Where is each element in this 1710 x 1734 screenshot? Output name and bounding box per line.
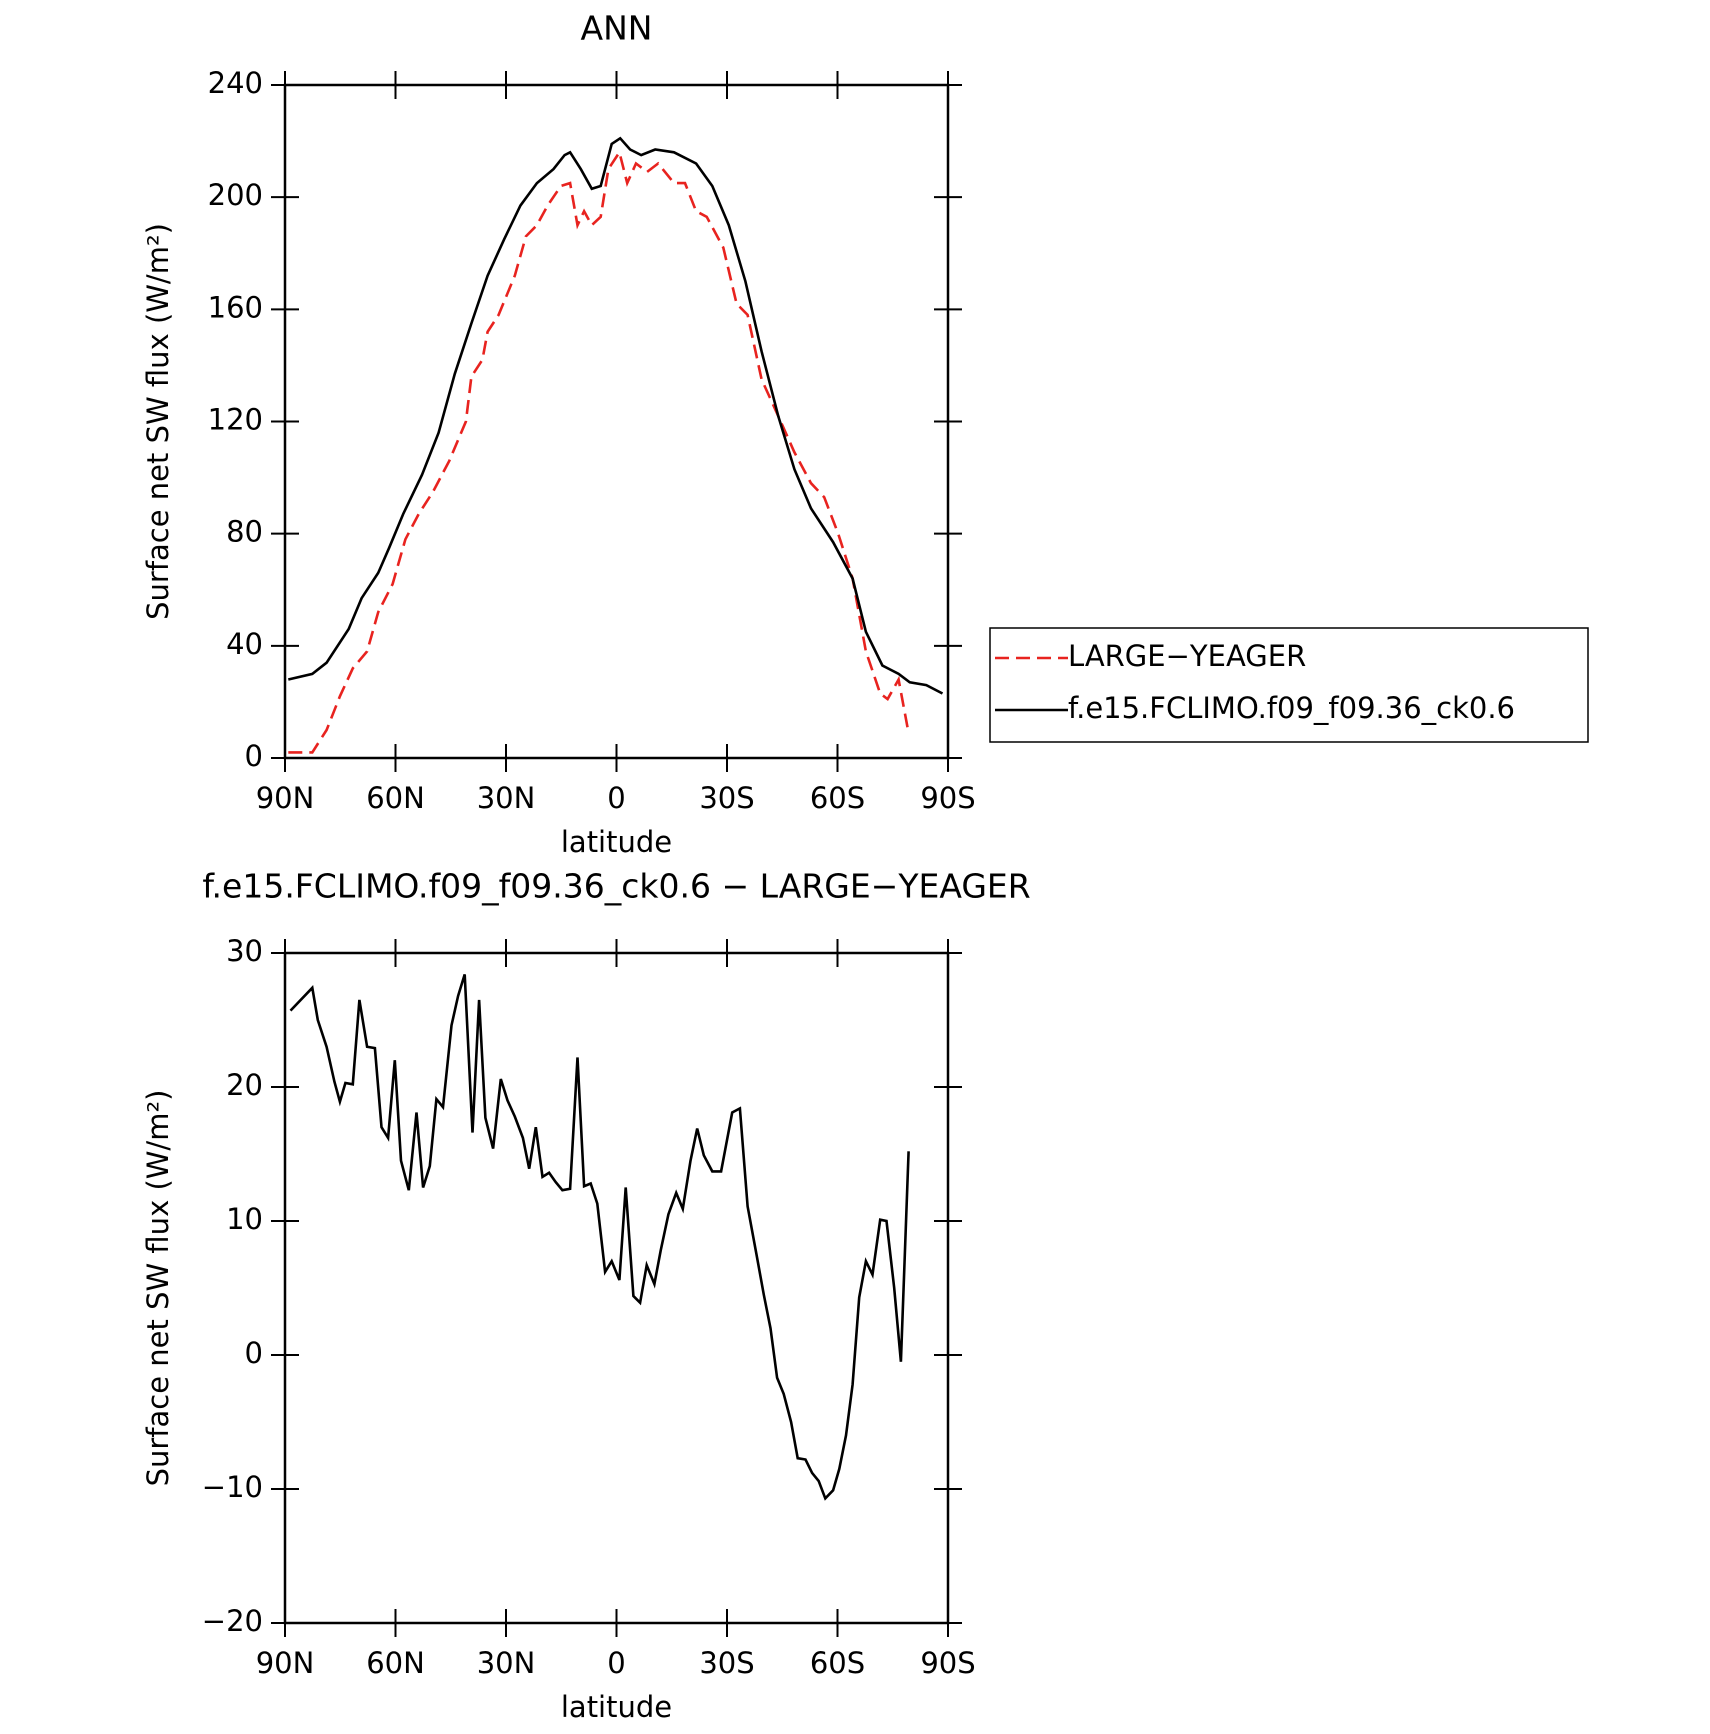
plot-frame [283,951,950,1625]
y-tick-label: 30 [226,934,263,968]
x-tick-label: 60S [810,781,865,815]
y-tick-label: −10 [202,1470,263,1504]
y-tick-label: 120 [208,403,263,437]
chart-title: ANN [581,9,653,48]
legend-label: LARGE−YEAGER [1068,639,1306,673]
y-tick-label: −20 [202,1604,263,1638]
x-tick-label: 90N [256,781,315,815]
x-tick-label: 0 [607,781,625,815]
data-line [289,974,910,1501]
plot-frame [283,83,950,760]
x-tick-label: 90S [920,1646,975,1680]
x-tick-label: 60S [810,1646,865,1680]
x-tick-label: 30S [699,1646,754,1680]
x-tick-label: 60N [366,1646,425,1680]
x-axis-label: latitude [561,1690,672,1724]
y-tick-label: 0 [245,739,263,773]
x-tick-label: 90S [920,781,975,815]
y-tick-label: 240 [208,66,263,100]
data-line [288,149,909,754]
y-tick-label: 160 [208,290,263,324]
y-tick-label: 0 [245,1336,263,1370]
legend-label: f.e15.FCLIMO.f09_f09.36_ck0.6 [1068,691,1515,725]
y-tick-label: 80 [226,515,263,549]
x-tick-label: 30S [699,781,754,815]
x-tick-label: 90N [256,1646,315,1680]
x-tick-label: 0 [607,1646,625,1680]
x-tick-label: 30N [477,1646,536,1680]
x-axis-label: latitude [561,825,672,859]
y-axis-label: Surface net SW flux (W/m²) [141,223,175,620]
y-tick-label: 20 [226,1068,263,1102]
chart-title: f.e15.FCLIMO.f09_f09.36_ck0.6 − LARGE−YE… [202,867,1030,906]
y-axis-label: Surface net SW flux (W/m²) [141,1090,175,1487]
y-tick-label: 200 [208,178,263,212]
legend-box [989,627,1589,743]
x-tick-label: 30N [477,781,536,815]
data-line [288,136,944,695]
x-tick-label: 60N [366,781,425,815]
y-tick-label: 40 [226,627,263,661]
y-tick-label: 10 [226,1202,263,1236]
